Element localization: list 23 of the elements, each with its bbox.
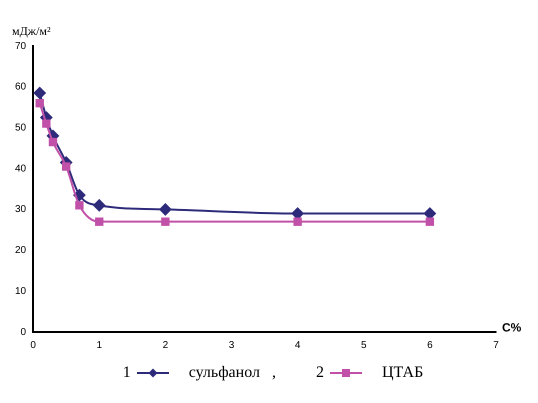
y-tick-label: 70 [15,40,27,52]
x-tick-label: 4 [294,340,301,351]
x-tick-label: 1 [96,340,102,351]
y-tick-label: 20 [15,245,27,256]
x-tick-label: 6 [427,340,434,351]
x-tick-label: 2 [162,340,169,351]
text: 1 [122,364,131,382]
x-tick-label: 0 [30,340,36,351]
text: 2 [316,364,324,382]
x-tick-label: 7 [493,340,500,351]
x-tick-label: 3 [228,340,235,351]
y-tick-label: 30 [15,204,27,216]
y-tick-label: 50 [15,122,27,134]
y-tick-label: 40 [15,163,27,174]
x-tick-label: 5 [360,340,367,351]
y-tick-label: 10 [15,286,27,297]
y-axis-title: мДж/м² [12,24,51,38]
text: , [272,364,276,382]
x-axis-title: С% [502,320,522,334]
y-tick-label: 60 [15,82,27,93]
legend-label: ЦТАБ [382,364,424,382]
y-tick-label: 0 [20,326,27,338]
legend-label: сульфанол [188,364,260,382]
